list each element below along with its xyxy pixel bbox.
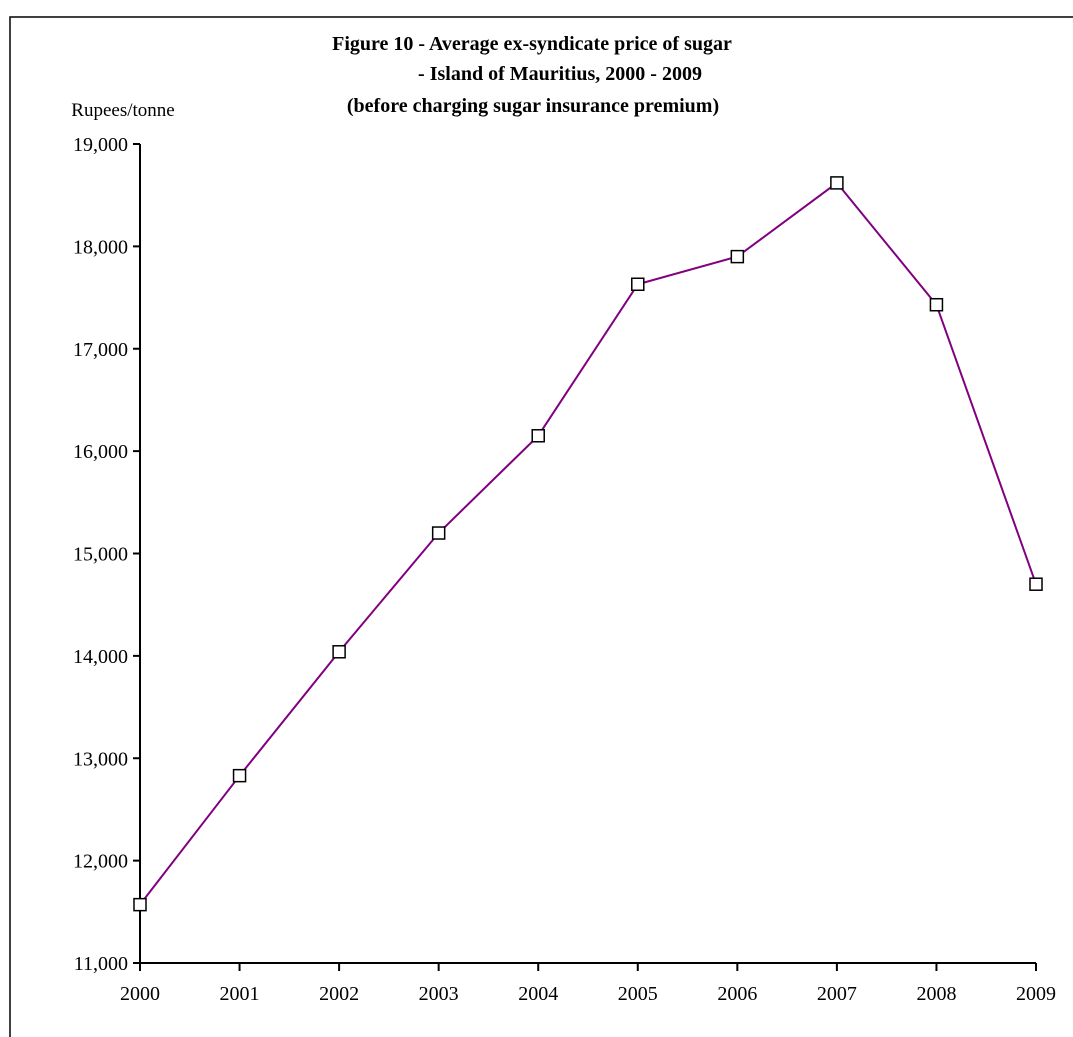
y-tick-label: 13,000 — [73, 748, 128, 770]
data-point-marker — [929, 297, 944, 312]
y-tick-label: 15,000 — [73, 544, 128, 566]
x-tick-label: 2009 — [1016, 983, 1056, 1005]
data-point-marker — [531, 429, 545, 443]
x-tick-label: 2002 — [319, 983, 359, 1005]
x-tick-label: 2008 — [916, 983, 956, 1005]
data-point-marker — [1029, 577, 1043, 591]
chart-title-line-1: Figure 10 - Average ex-syndicate price o… — [332, 33, 732, 55]
y-tick-label: 14,000 — [73, 646, 128, 668]
y-tick-label: 19,000 — [73, 134, 128, 156]
y-tick-label: 16,000 — [73, 441, 128, 463]
y-axis: 11,000 12,000 13,000 14,000 15,000 16,000 17,0… — [73, 134, 141, 975]
data-point-marker — [730, 249, 745, 264]
x-tick-label: 2003 — [419, 983, 459, 1005]
x-tick-label: 2001 — [220, 983, 260, 1005]
data-point-marker — [133, 897, 147, 912]
data-point-marker — [431, 526, 446, 540]
x-tick-label: 2007 — [817, 983, 857, 1005]
x-tick-label: 2006 — [717, 983, 757, 1005]
x-tick-label: 2000 — [120, 983, 160, 1005]
chart-title-line-2: - Island of Mauritius, 2000 - 2009 — [418, 63, 702, 85]
x-tick-label: 2004 — [518, 983, 558, 1005]
data-point-marker — [232, 768, 247, 783]
x-axis: 2000 2001 2002 2003 2004 2005 2006 2007 2008 2009 — [120, 962, 1056, 1005]
chart-frame — [9, 16, 1073, 1037]
y-tick-label: 11,000 — [74, 953, 128, 975]
y-tick-label: 18,000 — [73, 236, 128, 258]
series-line — [139, 181, 1037, 906]
data-point-marker — [830, 176, 844, 190]
series-group — [133, 176, 1043, 912]
y-tick-label: 12,000 — [73, 851, 128, 873]
y-axis-unit-label: Rupees/tonne — [71, 100, 174, 121]
chart-title-line-3: (before charging sugar insurance premium… — [347, 95, 719, 117]
y-tick-label: 17,000 — [73, 339, 128, 361]
data-point-marker — [631, 277, 645, 292]
data-point-marker — [332, 645, 346, 659]
x-tick-label: 2005 — [618, 983, 658, 1005]
